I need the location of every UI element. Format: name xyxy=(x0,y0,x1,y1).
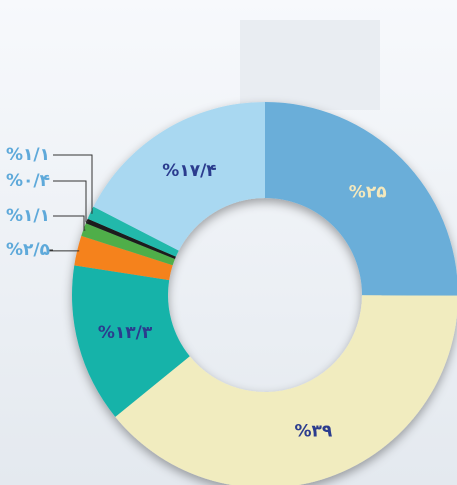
outside-label: %۱/۱ xyxy=(6,145,50,165)
outside-label: %۱/۱ xyxy=(6,206,50,226)
slice xyxy=(265,102,457,296)
slice xyxy=(85,218,176,259)
slice xyxy=(115,295,457,485)
slice xyxy=(87,206,179,257)
leader-line xyxy=(53,154,93,215)
leader-line xyxy=(53,180,89,223)
donut xyxy=(72,102,457,485)
slice xyxy=(81,223,175,266)
slice-label: %۱۷/۴ xyxy=(162,161,216,181)
slice-label: %۲۵ xyxy=(349,183,387,203)
slice xyxy=(93,102,265,251)
slice-label: %۱۳/۳ xyxy=(98,323,153,343)
slice-label: %۳۹ xyxy=(294,422,332,442)
leader-line xyxy=(49,249,80,252)
slice xyxy=(72,265,190,417)
slice xyxy=(74,235,173,281)
building-backdrop xyxy=(240,20,380,110)
outside-label: %۲/۵ xyxy=(6,240,50,260)
leader-line xyxy=(53,215,86,231)
outside-label: %۰/۴ xyxy=(6,171,50,191)
